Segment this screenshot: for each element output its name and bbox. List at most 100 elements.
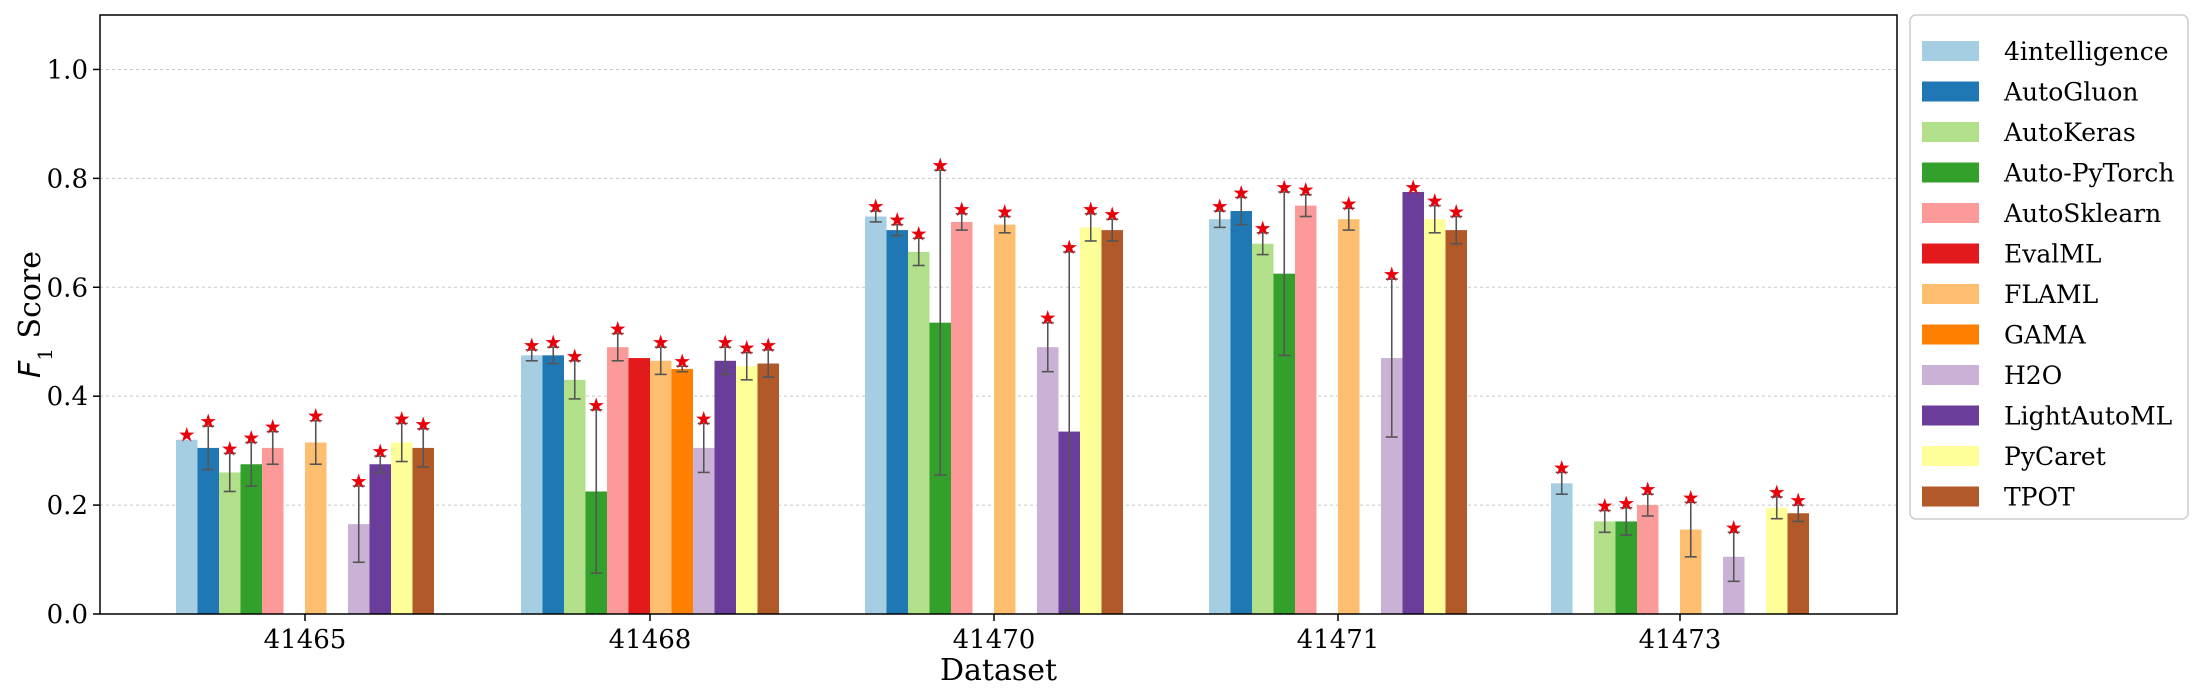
bar (607, 347, 629, 614)
significance-star: ★ (1426, 189, 1444, 213)
significance-star: ★ (1768, 480, 1786, 504)
significance-star: ★ (1060, 235, 1078, 259)
bar (1381, 358, 1403, 614)
significance-star: ★ (1211, 194, 1229, 218)
bar (1338, 219, 1360, 615)
significance-star: ★ (264, 415, 282, 439)
significance-star: ★ (1682, 485, 1700, 509)
bar (542, 355, 564, 614)
bar (521, 355, 543, 614)
bar (650, 360, 672, 614)
bar (1273, 273, 1295, 614)
significance-star: ★ (414, 412, 432, 436)
significance-star: ★ (1275, 175, 1293, 199)
significance-star: ★ (1617, 491, 1635, 515)
significance-star: ★ (1789, 488, 1807, 512)
significance-star: ★ (393, 406, 411, 430)
significance-star: ★ (759, 333, 777, 357)
bar (305, 442, 327, 614)
bar (1252, 243, 1274, 614)
svg-text:F1 Score: F1 Score (13, 251, 57, 378)
significance-star: ★ (1553, 455, 1571, 479)
bar (369, 464, 391, 614)
bar (391, 442, 413, 614)
legend-entry-label: TPOT (2004, 483, 2075, 512)
significance-star: ★ (1254, 216, 1272, 240)
bar (1723, 556, 1745, 614)
bar (865, 216, 887, 614)
bar (736, 366, 758, 614)
bar (908, 251, 930, 615)
significance-star: ★ (1039, 306, 1057, 330)
bar (951, 221, 973, 614)
legend-swatch (1922, 446, 1979, 466)
significance-star: ★ (371, 439, 389, 463)
y-tick-label: 0.4 (47, 382, 88, 412)
y-axis-ticks: 0.0 0.2 0.4 0.6 0.8 1.0 (47, 55, 100, 630)
significance-star: ★ (931, 153, 949, 177)
significance-stars: ★★★ ★★★★★★★★★ ★★★★★★★★★★★★★★★ ★★★★★★★★★★★★★… (178, 153, 1807, 539)
significance-star: ★ (1103, 202, 1121, 226)
bar (262, 447, 284, 614)
significance-star: ★ (566, 344, 584, 368)
bar (693, 447, 715, 614)
bars (176, 191, 1809, 615)
legend-entry-label: EvalML (2004, 240, 2101, 269)
y-axis-label: F1 Score (13, 251, 57, 378)
significance-star: ★ (1383, 262, 1401, 286)
significance-star: ★ (544, 330, 562, 354)
bar (197, 447, 219, 614)
bar (1209, 219, 1231, 615)
significance-star: ★ (953, 197, 971, 221)
bar (240, 464, 262, 614)
significance-star: ★ (888, 208, 906, 232)
legend-swatch (1922, 243, 1979, 264)
x-tick-label: 41470 (953, 625, 1036, 655)
legend-swatch (1922, 405, 1979, 426)
y-tick-label: 0.8 (47, 164, 88, 194)
bar (1080, 227, 1102, 614)
x-axis-ticks: 41465 41468 41470 41471 41473 (264, 614, 1722, 655)
bar (219, 472, 241, 614)
legend-swatch (1922, 203, 1979, 223)
x-tick-label: 41471 (1297, 625, 1380, 655)
legend-swatch (1922, 41, 1979, 61)
legend-swatch (1922, 81, 1979, 102)
y-axis-label-sub: 1 (33, 348, 57, 361)
bar (1680, 529, 1702, 614)
significance-star: ★ (716, 330, 734, 354)
bar (564, 379, 586, 614)
y-axis-label-suffix: Score (13, 251, 48, 348)
significance-star: ★ (1447, 199, 1465, 223)
legend-swatch (1922, 486, 1979, 507)
x-tick-label: 41465 (264, 625, 347, 655)
legend-entry-label: AutoKeras (2003, 118, 2136, 147)
legend-entry-label: H2O (2004, 361, 2062, 390)
x-tick-label: 41473 (1639, 625, 1722, 655)
x-axis-label: Dataset (940, 653, 1057, 688)
bar (1295, 205, 1317, 614)
bar (1101, 230, 1123, 614)
significance-star: ★ (1082, 197, 1100, 221)
legend-entry-label: LightAutoML (2004, 402, 2172, 431)
bar (1615, 521, 1637, 614)
bar (886, 230, 908, 614)
significance-star: ★ (1232, 180, 1250, 204)
bar (1230, 211, 1252, 614)
significance-star: ★ (867, 194, 885, 218)
error-bars (202, 169, 1805, 613)
significance-star: ★ (1596, 494, 1614, 518)
significance-star: ★ (609, 317, 627, 341)
bar (671, 368, 693, 614)
bar (1424, 219, 1446, 615)
bar (412, 447, 434, 614)
legend-swatch (1922, 365, 1979, 385)
significance-star: ★ (523, 333, 541, 357)
significance-star: ★ (1404, 175, 1422, 199)
legend-entry-label: PyCaret (2004, 442, 2106, 471)
legend-swatch (1922, 284, 1979, 304)
significance-star: ★ (221, 436, 239, 460)
bar (1445, 230, 1467, 614)
significance-star: ★ (178, 423, 196, 447)
